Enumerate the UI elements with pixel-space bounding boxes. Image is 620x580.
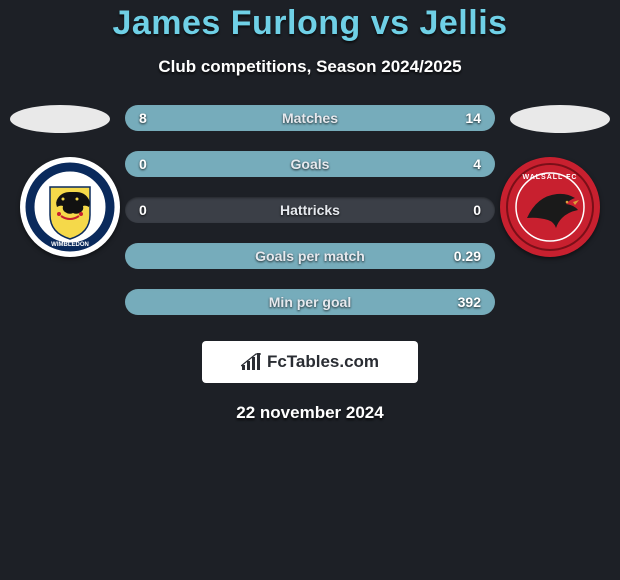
stat-row-min-per-goal: Min per goal 392 bbox=[125, 289, 495, 315]
stat-row-goals: 0 Goals 4 bbox=[125, 151, 495, 177]
bar-chart-icon bbox=[241, 353, 261, 371]
afc-wimbledon-crest-icon: AFC WIMBLEDON bbox=[25, 162, 115, 252]
stat-value-right: 14 bbox=[465, 110, 481, 126]
stat-label: Min per goal bbox=[125, 294, 495, 310]
stat-row-matches: 8 Matches 14 bbox=[125, 105, 495, 131]
date-label: 22 november 2024 bbox=[0, 403, 620, 423]
stat-value-right: 0.29 bbox=[454, 248, 481, 264]
comparison-card: James Furlong vs Jellis Club competition… bbox=[0, 0, 620, 423]
subtitle: Club competitions, Season 2024/2025 bbox=[0, 57, 620, 77]
stat-row-goals-per-match: Goals per match 0.29 bbox=[125, 243, 495, 269]
club-crest-right: WALSALL FC bbox=[500, 157, 600, 257]
stat-value-right: 4 bbox=[473, 156, 481, 172]
svg-text:WALSALL FC: WALSALL FC bbox=[523, 174, 578, 181]
branding-badge[interactable]: FcTables.com bbox=[202, 341, 418, 383]
branding-text: FcTables.com bbox=[267, 352, 379, 372]
club-crest-left: AFC WIMBLEDON bbox=[20, 157, 120, 257]
stat-label: Goals bbox=[125, 156, 495, 172]
stat-label: Hattricks bbox=[125, 202, 495, 218]
stats-board: AFC WIMBLEDON WALSALL FC bbox=[0, 105, 620, 423]
svg-text:AFC: AFC bbox=[63, 173, 77, 180]
player-shadow-left bbox=[10, 105, 110, 133]
walsall-crest-icon: WALSALL FC bbox=[505, 162, 595, 252]
svg-text:WIMBLEDON: WIMBLEDON bbox=[51, 242, 89, 248]
stat-row-hattricks: 0 Hattricks 0 bbox=[125, 197, 495, 223]
stat-label: Goals per match bbox=[125, 248, 495, 264]
stat-label: Matches bbox=[125, 110, 495, 126]
stat-value-right: 392 bbox=[458, 294, 481, 310]
stat-rows: 8 Matches 14 0 Goals 4 0 Hattricks 0 bbox=[125, 105, 495, 315]
stat-value-right: 0 bbox=[473, 202, 481, 218]
page-title: James Furlong vs Jellis bbox=[0, 4, 620, 43]
player-shadow-right bbox=[510, 105, 610, 133]
